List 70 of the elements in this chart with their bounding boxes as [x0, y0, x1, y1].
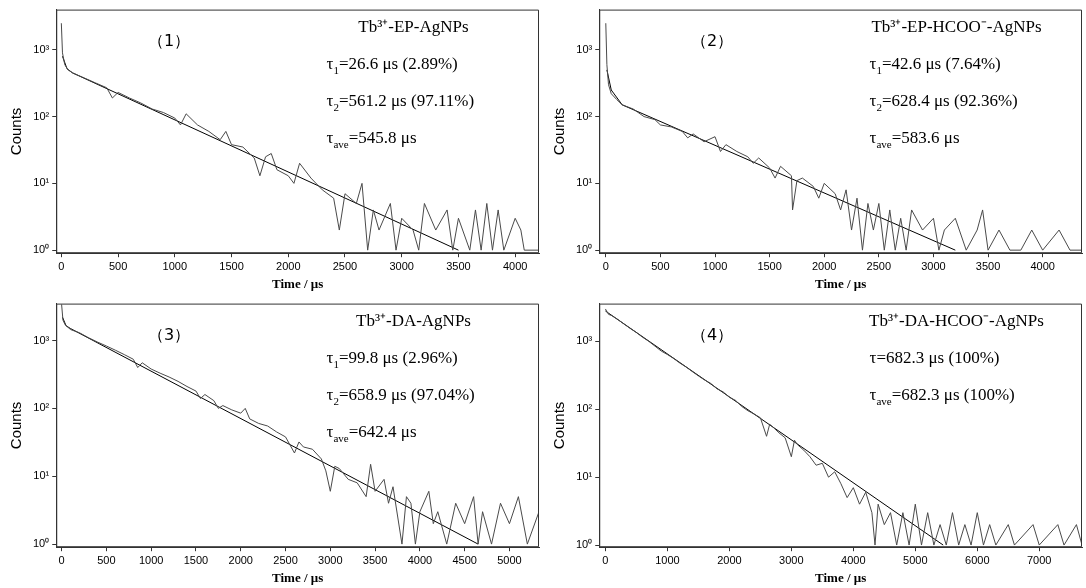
x-tick-label: 4000 [1030, 259, 1055, 272]
x-tick-label: 3500 [446, 259, 471, 272]
annotation: τ=682.3 μs (100%) [869, 347, 1000, 367]
x-tick-label: 5000 [497, 553, 522, 566]
x-tick-label: 5000 [903, 553, 928, 566]
y-tick-label: 10² [33, 109, 50, 122]
y-tick-label: 10⁰ [32, 537, 50, 550]
x-tick-label: 3000 [779, 553, 804, 566]
x-tick-label: 1000 [655, 553, 680, 566]
annotation: （4） [690, 324, 734, 344]
annotation: （2） [690, 30, 734, 50]
x-tick-label: 4000 [407, 553, 433, 566]
annotation: Tb³⁺-EP-HCOO⁻-AgNPs [871, 16, 1042, 36]
x-tick-label: 7000 [1027, 553, 1052, 566]
y-tick-label: 10³ [33, 333, 50, 346]
y-axis-title: Counts [550, 401, 568, 450]
x-tick-label: 2000 [276, 259, 301, 272]
y-tick-label: 10¹ [576, 176, 593, 189]
x-tick-label: 3500 [975, 259, 1001, 272]
y-tick-label: 10¹ [33, 469, 50, 482]
y-tick-label: 10⁰ [575, 538, 593, 551]
y-tick-label: 10⁰ [575, 243, 593, 256]
x-tick-label: 2500 [273, 553, 298, 566]
annotation: （1） [147, 30, 191, 50]
x-tick-label: 2500 [332, 259, 358, 272]
x-tick-label: 500 [97, 553, 116, 566]
x-tick-label: 6000 [965, 553, 990, 566]
x-tick-label: 2000 [717, 553, 742, 566]
y-tick-label: 10⁰ [32, 243, 50, 256]
x-axis-title: Time / μs [272, 569, 324, 585]
y-axis-title: Counts [7, 107, 25, 156]
x-tick-label: 4000 [502, 259, 528, 272]
y-tick-label: 10² [576, 402, 593, 415]
x-tick-label: 3000 [389, 259, 414, 272]
annotation: Tb³⁺-DA-HCOO⁻-AgNPs [869, 310, 1044, 330]
x-tick-label: 3000 [318, 553, 343, 566]
y-tick-label: 10¹ [576, 470, 593, 483]
y-tick-label: 10³ [576, 42, 593, 55]
x-tick-label: 1500 [219, 259, 244, 272]
x-tick-label: 0 [58, 553, 65, 566]
y-tick-label: 10² [576, 109, 593, 122]
x-axis-title: Time / μs [272, 275, 324, 291]
x-tick-label: 500 [108, 259, 128, 272]
x-tick-label: 2000 [811, 259, 837, 272]
x-tick-label: 4000 [841, 553, 866, 566]
x-axis-title: Time / μs [815, 569, 867, 585]
annotation: Tb³⁺-EP-AgNPs [358, 16, 469, 36]
annotation: （3） [147, 324, 191, 344]
x-axis-title: Time / μs [815, 275, 867, 291]
annotation: Tb³⁺-DA-AgNPs [355, 310, 471, 330]
x-tick-label: 1000 [162, 259, 188, 272]
x-tick-label: 3500 [362, 553, 388, 566]
x-tick-label: 0 [58, 259, 65, 272]
x-tick-label: 1000 [702, 259, 728, 272]
y-tick-label: 10³ [576, 334, 593, 347]
x-tick-label: 1500 [183, 553, 209, 566]
x-tick-label: 3000 [921, 259, 946, 272]
x-tick-label: 0 [602, 553, 609, 566]
x-tick-label: 0 [602, 259, 609, 272]
x-tick-label: 1500 [757, 259, 782, 272]
x-tick-label: 1000 [138, 553, 164, 566]
x-tick-label: 4500 [452, 553, 477, 566]
x-tick-label: 2500 [866, 259, 892, 272]
y-axis-title: Counts [550, 107, 568, 156]
y-tick-label: 10¹ [33, 176, 50, 189]
x-tick-label: 2000 [228, 553, 253, 566]
y-tick-label: 10² [33, 401, 50, 414]
y-tick-label: 10³ [33, 42, 50, 55]
y-axis-title: Counts [7, 401, 25, 450]
x-tick-label: 500 [651, 259, 670, 272]
